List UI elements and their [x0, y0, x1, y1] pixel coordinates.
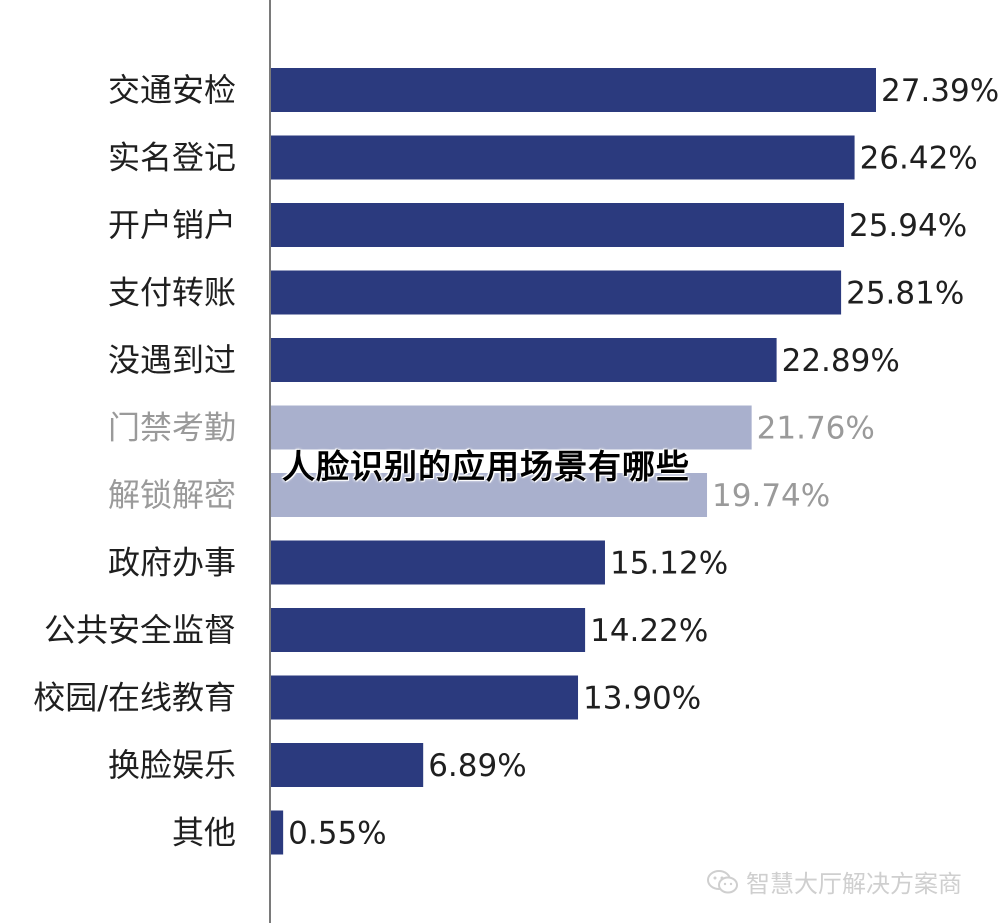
- category-label: 政府办事: [108, 544, 236, 582]
- category-label: 换脸娱乐: [108, 746, 236, 784]
- category-label: 没遇到过: [108, 341, 236, 379]
- value-label: 19.74%: [712, 478, 830, 514]
- value-label: 25.94%: [849, 208, 967, 244]
- bar: [271, 743, 424, 787]
- labels-layer: 交通安检 27.39% 实名登记 26.42% 开户销户 25.94% 支付转账 25.81%…: [33, 71, 999, 852]
- value-label: 15.12%: [610, 546, 728, 582]
- value-label: 13.90%: [583, 681, 701, 717]
- watermark: 智慧大厅解决方案商: [706, 864, 962, 899]
- category-label: 开户销户: [108, 206, 236, 244]
- value-label: 21.76%: [757, 411, 875, 447]
- bar: [271, 540, 605, 585]
- category-label: 公共安全监督: [44, 611, 236, 649]
- bar: [271, 473, 708, 517]
- category-label: 其他: [172, 814, 236, 852]
- category-label: 解锁解密: [108, 476, 236, 514]
- wechat-icon: [707, 869, 738, 893]
- value-label: 6.89%: [428, 748, 526, 784]
- bar: [271, 203, 844, 247]
- bar: [271, 405, 752, 450]
- category-label: 支付转账: [108, 274, 236, 312]
- bar: [271, 135, 855, 180]
- category-label: 实名登记: [108, 139, 236, 177]
- value-label: 25.81%: [846, 276, 964, 312]
- value-label: 26.42%: [860, 141, 978, 177]
- bar: [271, 338, 777, 382]
- category-label: 校园/在线教育: [33, 679, 236, 717]
- category-label: 交通安检: [108, 71, 236, 109]
- bars-layer: [271, 68, 876, 855]
- value-label: 27.39%: [881, 73, 999, 109]
- watermark-text: 智慧大厅解决方案商: [746, 870, 962, 898]
- value-label: 14.22%: [590, 613, 708, 649]
- bar: [271, 675, 579, 720]
- bar: [271, 270, 842, 315]
- bar: [271, 68, 876, 112]
- bar: [271, 608, 586, 652]
- category-label: 门禁考勤: [108, 409, 236, 447]
- value-label: 22.89%: [782, 343, 900, 379]
- value-label: 0.55%: [288, 816, 386, 852]
- overlay-title: 人脸识别的应用场景有哪些: [282, 447, 690, 486]
- bar: [271, 810, 284, 855]
